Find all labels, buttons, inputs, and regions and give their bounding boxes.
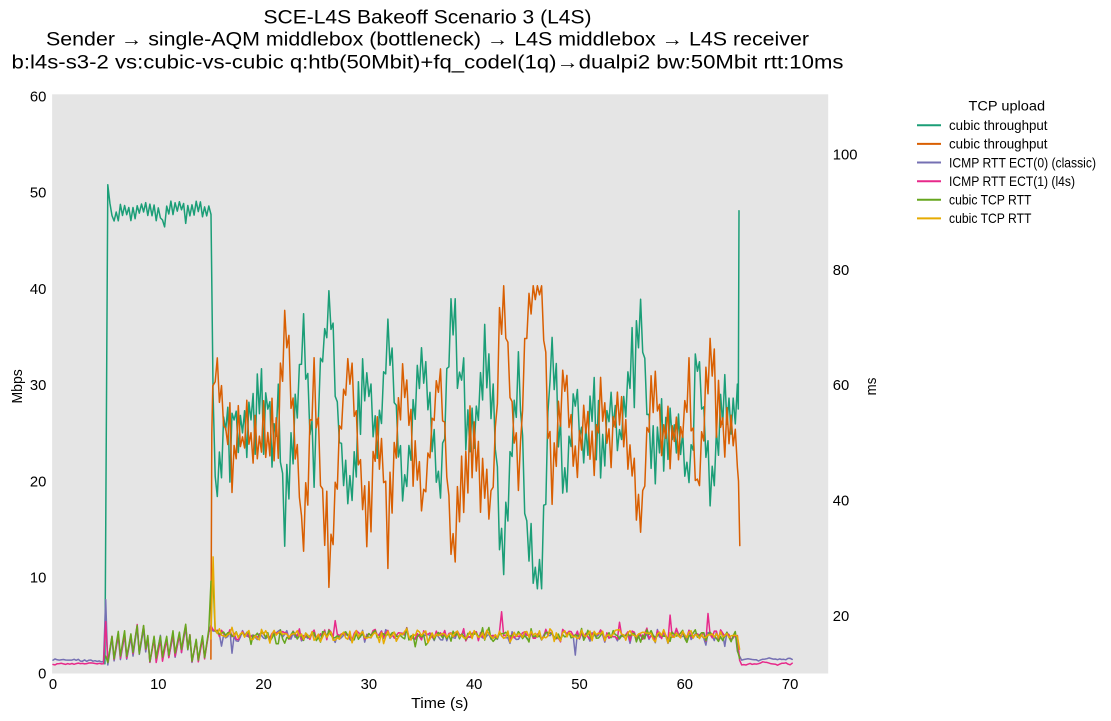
svg-text:30: 30 — [30, 378, 46, 394]
svg-text:60: 60 — [30, 89, 46, 105]
svg-text:40: 40 — [30, 282, 46, 298]
svg-text:Time (s): Time (s) — [411, 696, 468, 712]
svg-text:70: 70 — [782, 677, 798, 693]
svg-text:ICMP RTT ECT(0) (classic): ICMP RTT ECT(0) (classic) — [949, 155, 1096, 170]
svg-text:TCP upload: TCP upload — [969, 99, 1046, 115]
svg-text:cubic TCP RTT: cubic TCP RTT — [949, 193, 1032, 208]
svg-text:0: 0 — [38, 667, 46, 683]
svg-text:100: 100 — [833, 147, 858, 163]
svg-text:60: 60 — [677, 677, 693, 693]
svg-text:40: 40 — [833, 494, 849, 510]
svg-text:ms: ms — [864, 378, 880, 396]
svg-text:10: 10 — [150, 677, 166, 693]
svg-text:50: 50 — [571, 677, 587, 693]
svg-text:ICMP RTT ECT(1) (l4s): ICMP RTT ECT(1) (l4s) — [949, 174, 1075, 189]
svg-text:20: 20 — [833, 609, 849, 625]
svg-text:20: 20 — [255, 677, 271, 693]
svg-text:Sender → single-AQM middlebox: Sender → single-AQM middlebox (bottlenec… — [46, 28, 810, 50]
svg-text:cubic throughput: cubic throughput — [949, 118, 1048, 133]
svg-text:SCE-L4S Bakeoff Scenario 3 (L4: SCE-L4S Bakeoff Scenario 3 (L4S) — [264, 6, 592, 28]
svg-text:b:l4s-s3-2 vs:cubic-vs-cubic q: b:l4s-s3-2 vs:cubic-vs-cubic q:htb(50Mbi… — [12, 51, 844, 73]
svg-text:0: 0 — [49, 677, 57, 693]
svg-text:10: 10 — [30, 570, 46, 586]
svg-text:30: 30 — [361, 677, 377, 693]
svg-text:40: 40 — [466, 677, 482, 693]
svg-text:Mbps: Mbps — [10, 369, 26, 403]
svg-text:cubic throughput: cubic throughput — [949, 137, 1048, 152]
svg-text:cubic TCP RTT: cubic TCP RTT — [949, 211, 1032, 226]
svg-text:20: 20 — [30, 474, 46, 490]
svg-text:80: 80 — [833, 263, 849, 279]
svg-text:50: 50 — [30, 186, 46, 202]
svg-text:60: 60 — [833, 378, 849, 394]
